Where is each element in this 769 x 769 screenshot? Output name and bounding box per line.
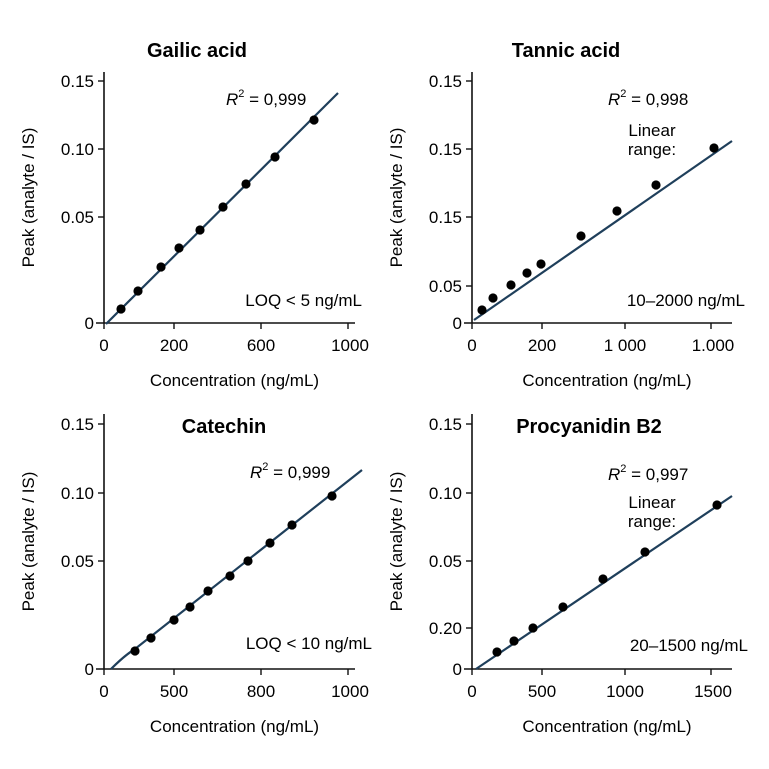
y-axis-label: Peak (analyte / IS) [19, 128, 38, 268]
data-point [174, 243, 184, 253]
y-tick-label: 0.05 [429, 277, 462, 296]
y-tick-label: 0.05 [61, 552, 94, 571]
panel-note: LOQ < 10 ng/mL [246, 634, 372, 653]
x-axis-label: Concentration (ng/mL) [150, 371, 319, 390]
y-tick-label: 0.15 [429, 72, 462, 91]
y-tick-label: 0.15 [429, 415, 462, 434]
data-point [640, 547, 650, 557]
y-axis-label: Peak (analyte / IS) [387, 128, 406, 268]
y-tick-label: 0.10 [61, 140, 94, 159]
data-point [612, 206, 622, 216]
x-tick-label: 500 [528, 682, 556, 701]
x-tick-label: 0 [467, 682, 476, 701]
data-point [712, 500, 722, 510]
chart-panel-1: Gailic acid 0 0.05 0.10 0.15 0 200 600 1000 Conce… [19, 40, 369, 390]
y-tick-label: 0.05 [429, 552, 462, 571]
data-point [146, 633, 156, 643]
y-tick-label: 0 [453, 314, 462, 333]
x-tick-label: 500 [160, 682, 188, 701]
linear-range-label: Linear [628, 121, 676, 140]
chart-panel-3: Catechin 0 0.05 0.10 0.15 0 500 800 1000 Concentr… [19, 414, 372, 736]
data-point [185, 602, 195, 612]
y-tick-label: 0 [85, 660, 94, 679]
y-tick-label: 0.10 [61, 484, 94, 503]
x-axis-label: Concentration (ng/mL) [522, 717, 691, 736]
data-point [528, 623, 538, 633]
x-tick-label: 800 [247, 682, 275, 701]
x-tick-label: 0 [467, 336, 476, 355]
data-point [651, 180, 661, 190]
y-tick-label: 0.15 [61, 415, 94, 434]
y-tick-label: 0.05 [61, 208, 94, 227]
data-point [492, 647, 502, 657]
panel-note: 10–2000 ng/mL [627, 291, 745, 310]
data-point [241, 179, 251, 189]
y-axis-label: Peak (analyte / IS) [19, 472, 38, 612]
y-tick-label: 0 [85, 314, 94, 333]
linear-range-label: Linear [628, 493, 676, 512]
data-point [509, 636, 519, 646]
x-axis-label: Concentration (ng/mL) [150, 717, 319, 736]
data-point [327, 491, 337, 501]
data-point [709, 143, 719, 153]
data-point [522, 268, 532, 278]
panel-title: Tannic acid [512, 40, 621, 62]
chart-panel-2: Tannic acid 0 0.05 0.15 0.15 0.15 0 200 1 000 1.0… [387, 40, 745, 390]
data-point [133, 286, 143, 296]
r-squared-label: R2 = 0,999 [226, 88, 306, 109]
data-point [477, 305, 487, 315]
data-point [506, 280, 516, 290]
data-point [156, 262, 166, 272]
data-point [270, 152, 280, 162]
y-tick-label: 0 [453, 660, 462, 679]
data-point [116, 304, 126, 314]
regression-line [473, 140, 733, 321]
panel-title: Catechin [182, 416, 266, 438]
r-squared-label: R2 = 0,997 [608, 463, 688, 484]
x-tick-label: 1000 [606, 682, 644, 701]
data-point [598, 574, 608, 584]
panel-title: Gailic acid [147, 40, 247, 62]
x-tick-label: 200 [160, 336, 188, 355]
data-point [536, 259, 546, 269]
data-point [130, 646, 140, 656]
y-tick-label: 0.10 [429, 484, 462, 503]
x-tick-label: 1 000 [604, 336, 647, 355]
r-squared-label: R2 = 0,999 [250, 461, 330, 482]
panel-title: Procyanidin B2 [516, 416, 662, 438]
x-tick-label: 200 [528, 336, 556, 355]
data-point [576, 231, 586, 241]
data-point [195, 225, 205, 235]
x-tick-label: 0 [99, 336, 108, 355]
data-point [243, 556, 253, 566]
chart-panel-4: Procyanidin B2 0 0.20 0.05 0.10 0.15 0 500 1000 1… [387, 414, 748, 736]
data-point [203, 586, 213, 596]
data-point [225, 571, 235, 581]
x-tick-label: 0 [99, 682, 108, 701]
y-tick-label: 0.15 [429, 208, 462, 227]
y-axis-label: Peak (analyte / IS) [387, 472, 406, 612]
data-point [265, 538, 275, 548]
panel-note: 20–1500 ng/mL [630, 636, 748, 655]
data-point [287, 520, 297, 530]
linear-range-label: range: [628, 512, 676, 531]
data-point [218, 202, 228, 212]
x-tick-label: 600 [247, 336, 275, 355]
x-tick-label: 1500 [694, 682, 732, 701]
linear-range-label: range: [628, 140, 676, 159]
y-tick-label: 0.15 [429, 140, 462, 159]
x-tick-label: 1000 [331, 336, 369, 355]
y-tick-label: 0.20 [429, 619, 462, 638]
panel-note: LOQ < 5 ng/mL [245, 291, 362, 310]
data-point [488, 293, 498, 303]
y-tick-label: 0.15 [61, 72, 94, 91]
x-tick-label: 1.000 [692, 336, 735, 355]
r-squared-label: R2 = 0,998 [608, 88, 688, 109]
x-tick-label: 1000 [331, 682, 369, 701]
data-point [169, 615, 179, 625]
data-point [309, 115, 319, 125]
x-axis-label: Concentration (ng/mL) [522, 371, 691, 390]
data-point [558, 602, 568, 612]
